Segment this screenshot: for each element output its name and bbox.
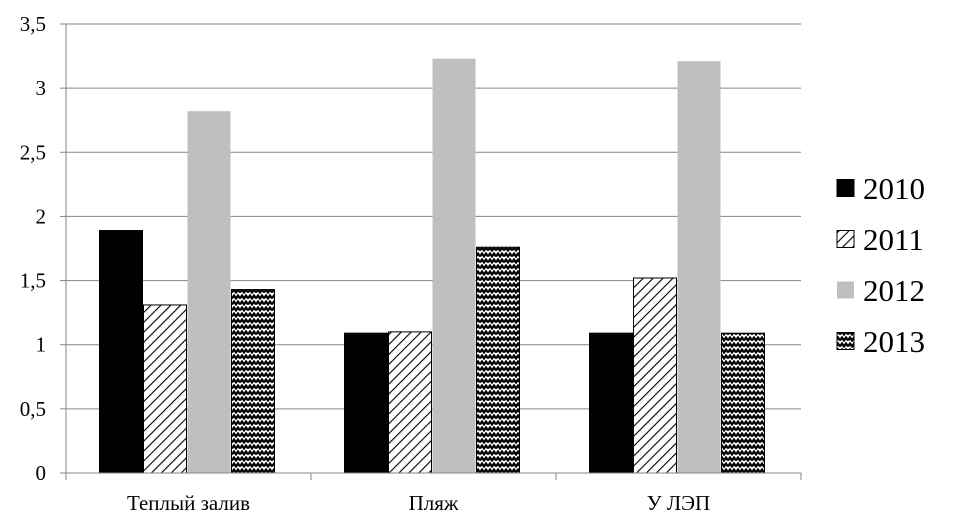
legend-label: 2012 <box>863 273 925 308</box>
category-label: У ЛЭП <box>647 491 710 515</box>
y-tick-label: 1,5 <box>20 269 46 293</box>
bar-2010-1 <box>344 332 388 474</box>
bar-2013-0 <box>231 289 275 474</box>
legend-swatch-2012 <box>837 281 854 299</box>
bar-2013-1 <box>476 246 520 474</box>
axes <box>65 24 802 480</box>
y-tick-label: 3,5 <box>20 12 46 36</box>
bar-2011-1 <box>388 331 432 474</box>
bar-2013-2 <box>721 332 765 474</box>
legend: 2010 2011 2012 2013 <box>836 171 925 359</box>
x-axis-categories: Теплый залив Пляж У ЛЭП <box>127 491 710 515</box>
bar-2011-2 <box>633 277 677 474</box>
bar-2010-2 <box>589 332 633 474</box>
legend-label: 2011 <box>863 222 924 257</box>
y-tick-label: 0 <box>36 461 47 485</box>
y-axis-ticks: 0 0,5 1 1,5 2 2,5 3 3,5 <box>20 12 66 485</box>
legend-label: 2010 <box>863 171 925 206</box>
bar-2012-1 <box>432 58 476 473</box>
y-tick-label: 2 <box>36 204 47 228</box>
y-tick-label: 0,5 <box>20 397 46 421</box>
legend-swatch-2011 <box>836 230 855 248</box>
legend-label: 2013 <box>863 324 925 359</box>
y-tick-label: 3 <box>36 76 47 100</box>
y-tick-label: 2,5 <box>20 140 46 164</box>
legend-swatch-2010 <box>836 179 855 197</box>
bar-2012-0 <box>187 111 231 473</box>
bar-2012-2 <box>677 61 721 474</box>
category-label: Пляж <box>409 491 459 515</box>
category-label: Теплый залив <box>127 491 250 515</box>
bars <box>99 58 765 474</box>
bar-2011-0 <box>143 304 187 474</box>
legend-swatch-2013 <box>836 332 855 350</box>
y-tick-label: 1 <box>36 333 47 357</box>
bar-2010-0 <box>99 230 143 474</box>
